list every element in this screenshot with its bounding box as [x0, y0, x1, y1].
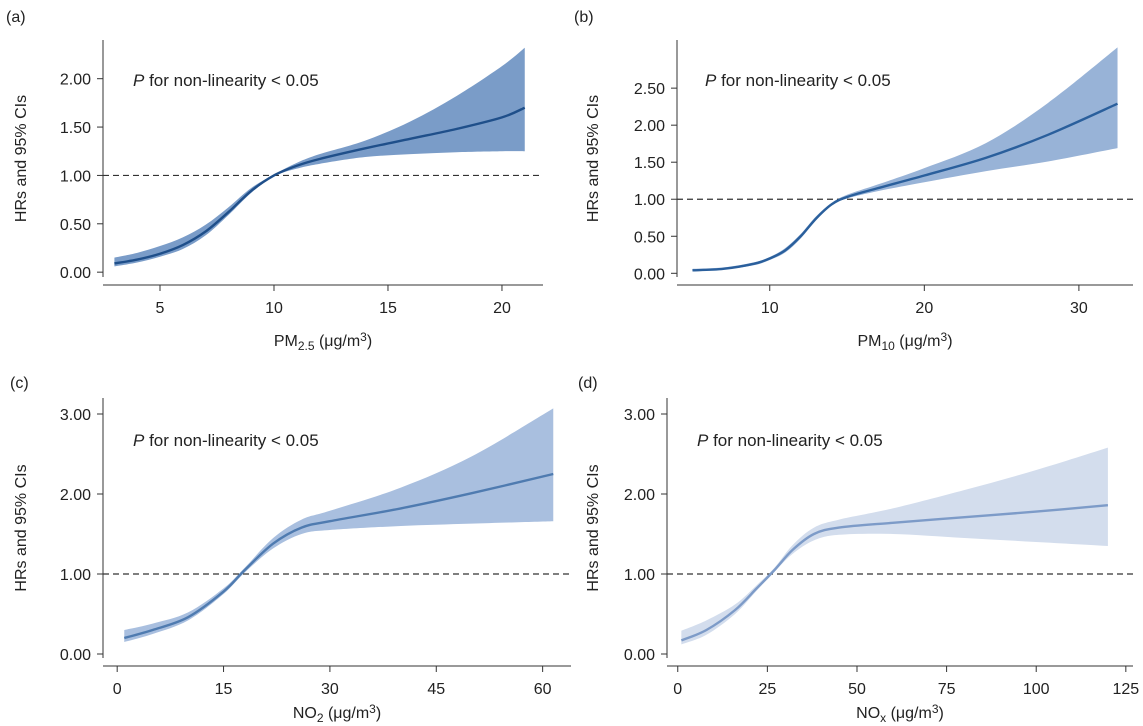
x-axis-title-unit-pre: (μg/m [324, 705, 370, 722]
x-axis-title-sup: 3 [941, 330, 948, 344]
x-axis-title-main: NO [856, 705, 880, 722]
confidence-band [692, 47, 1118, 272]
x-tick-label: 10 [265, 300, 283, 317]
chart-panel-d: (d) 0.00 1.00 2.00 3.00 0 25 50 75 100 125 P for no… [578, 375, 1139, 725]
y-tick-label: 2.50 [634, 81, 665, 98]
y-axis-title: HRs and 95% CIs [13, 95, 30, 222]
x-axis-title-unit-post: ) [947, 333, 952, 350]
y-tick-label: 0.50 [60, 217, 91, 234]
x-tick-label: 125 [1112, 681, 1139, 698]
x-tick-label: 100 [1023, 681, 1050, 698]
x-axis-title-main: NO [293, 705, 317, 722]
x-axis-title-sub: 10 [881, 339, 895, 353]
annotation-italic-p: P [697, 431, 709, 450]
x-tick-label: 0 [113, 681, 122, 698]
x-axis-title: NOx (μg/m3) [856, 702, 944, 724]
x-axis-title-unit-pre: (μg/m [895, 333, 941, 350]
panel-label: (a) [6, 9, 26, 26]
x-axis-title-unit-pre: (μg/m [886, 705, 932, 722]
panel-label: (d) [578, 375, 598, 392]
y-axis-title: HRs and 95% CIs [13, 464, 30, 591]
y-tick-label: 0.00 [60, 647, 91, 664]
x-axis-title-sub: 2 [317, 711, 324, 725]
nonlinearity-annotation: P for non-linearity < 0.05 [705, 71, 891, 90]
x-axis-title-sub: x [880, 711, 886, 725]
annotation-text: for non-linearity < 0.05 [708, 431, 882, 450]
confidence-band [681, 447, 1108, 645]
x-axis-title: PM2.5 (μg/m3) [274, 330, 372, 352]
y-tick-label: 2.00 [634, 118, 665, 135]
annotation-text: for non-linearity < 0.05 [144, 71, 318, 90]
x-axis-title-main: PM [857, 333, 881, 350]
y-tick-label: 1.00 [634, 192, 665, 209]
x-tick-label: 15 [215, 681, 233, 698]
x-axis-title-sub: 2.5 [298, 339, 315, 353]
chart-panel-b: (b) 0.00 0.50 1.00 1.50 2.00 2.50 10 20 30 P for n… [574, 9, 1133, 353]
x-tick-label: 15 [379, 300, 397, 317]
hazard-ratio-line [692, 102, 1119, 272]
y-tick-label: 1.00 [60, 168, 91, 185]
y-axis-title: HRs and 95% CIs [585, 95, 602, 222]
y-tick-label: 0.50 [634, 229, 665, 246]
panel-label: (b) [574, 9, 594, 26]
x-tick-label: 5 [156, 300, 165, 317]
x-tick-label: 50 [848, 681, 866, 698]
x-tick-label: 0 [673, 681, 682, 698]
y-tick-label: 3.00 [624, 407, 655, 424]
y-tick-label: 1.00 [60, 567, 91, 584]
y-tick-label: 0.00 [624, 647, 655, 664]
x-axis-title: NO2 (μg/m3) [293, 702, 381, 724]
x-tick-label: 75 [938, 681, 956, 698]
x-tick-label: 25 [758, 681, 776, 698]
x-tick-label: 20 [493, 300, 511, 317]
annotation-italic-p: P [133, 71, 145, 90]
nonlinearity-annotation: P for non-linearity < 0.05 [697, 431, 883, 450]
x-tick-label: 60 [534, 681, 552, 698]
x-axis-title-unit-post: ) [367, 333, 372, 350]
x-axis-title-sup: 3 [369, 702, 376, 716]
confidence-band [114, 47, 525, 267]
x-axis-title-unit-post: ) [376, 705, 381, 722]
y-axis-title: HRs and 95% CIs [585, 464, 602, 591]
x-axis-title: PM10 (μg/m3) [857, 330, 952, 352]
annotation-text: for non-linearity < 0.05 [716, 71, 890, 90]
x-tick-label: 10 [761, 300, 779, 317]
chart-panel-c: (c) 0.00 1.00 2.00 3.00 0 15 30 45 60 P for non-li… [10, 375, 571, 725]
y-tick-label: 0.00 [634, 266, 665, 283]
x-axis-title-sup: 3 [360, 330, 367, 344]
hazard-ratio-line [123, 472, 554, 640]
x-tick-label: 30 [1070, 300, 1088, 317]
annotation-italic-p: P [705, 71, 717, 90]
x-tick-label: 45 [427, 681, 445, 698]
y-tick-label: 3.00 [60, 407, 91, 424]
x-axis-title-sup: 3 [932, 702, 939, 716]
x-axis-title-unit-post: ) [939, 705, 944, 722]
hazard-ratio-line [114, 106, 526, 265]
chart-panel-a: (a) 0.00 0.50 1.00 1.50 2.00 5 10 15 20 P for non-… [6, 9, 543, 353]
y-tick-label: 0.00 [60, 265, 91, 282]
x-tick-label: 30 [321, 681, 339, 698]
y-tick-label: 1.00 [624, 567, 655, 584]
annotation-text: for non-linearity < 0.05 [144, 431, 318, 450]
nonlinearity-annotation: P for non-linearity < 0.05 [133, 71, 319, 90]
y-tick-label: 1.50 [634, 155, 665, 172]
y-tick-label: 2.00 [624, 487, 655, 504]
nonlinearity-annotation: P for non-linearity < 0.05 [133, 431, 319, 450]
x-tick-label: 20 [915, 300, 933, 317]
annotation-italic-p: P [133, 431, 145, 450]
panel-label: (c) [10, 375, 29, 392]
y-tick-label: 2.00 [60, 487, 91, 504]
x-axis-title-main: PM [274, 333, 298, 350]
y-tick-label: 2.00 [60, 72, 91, 89]
y-tick-label: 1.50 [60, 120, 91, 137]
hazard-ratio-line [680, 504, 1109, 642]
x-axis-title-unit-pre: (μg/m [315, 333, 361, 350]
